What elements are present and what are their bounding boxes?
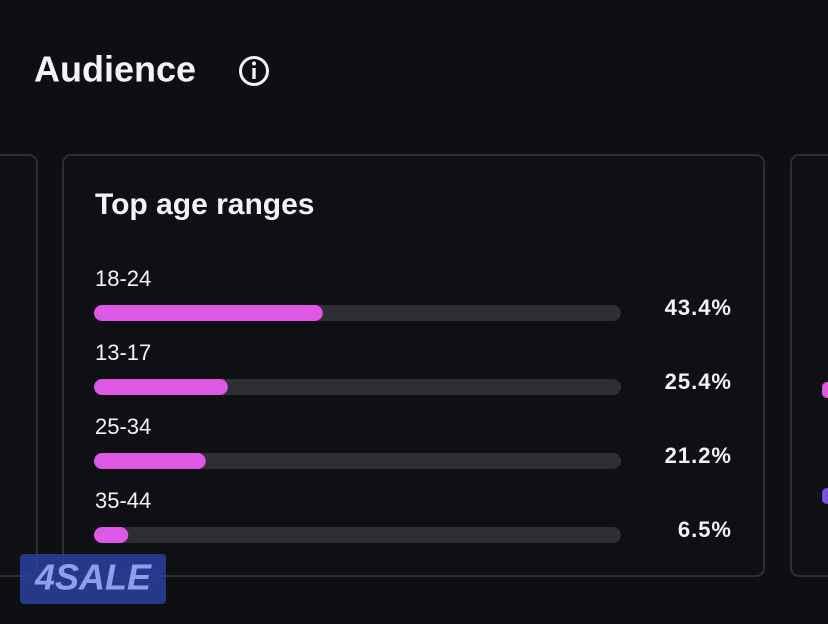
info-circle: [239, 56, 269, 86]
value-label: 21.2%: [665, 443, 732, 468]
info-icon[interactable]: [239, 56, 269, 86]
bar-track: [94, 527, 621, 543]
age-label: 13-17: [95, 340, 151, 365]
info-dot: [252, 61, 256, 66]
bar: [94, 305, 323, 321]
info-stem: [252, 68, 256, 79]
right-card-bar: [822, 488, 828, 504]
bar: [94, 527, 129, 543]
left-card: [0, 154, 38, 577]
right-card-bar: [822, 382, 828, 398]
bar: [94, 379, 228, 395]
card-title: Top age ranges: [95, 188, 315, 221]
age-label: 25-34: [95, 414, 151, 439]
age-label: 18-24: [95, 266, 151, 291]
watermark-box: [20, 554, 166, 604]
age-card: [62, 154, 765, 577]
section-title: Audience: [34, 49, 196, 90]
bar-track: [94, 453, 621, 469]
value-label: 43.4%: [665, 295, 732, 320]
bar-rows: 18-24 43.4% 13-17 25.4% 25-34 21.2% 35-44 6.5%: [94, 266, 732, 543]
watermark: 4SALE: [20, 554, 166, 604]
age-label: 35-44: [95, 488, 151, 513]
watermark-text: 4SALE: [34, 557, 152, 598]
value-label: 25.4%: [665, 369, 732, 394]
value-label: 6.5%: [678, 517, 732, 542]
right-card: [790, 154, 828, 577]
bar: [94, 453, 206, 469]
